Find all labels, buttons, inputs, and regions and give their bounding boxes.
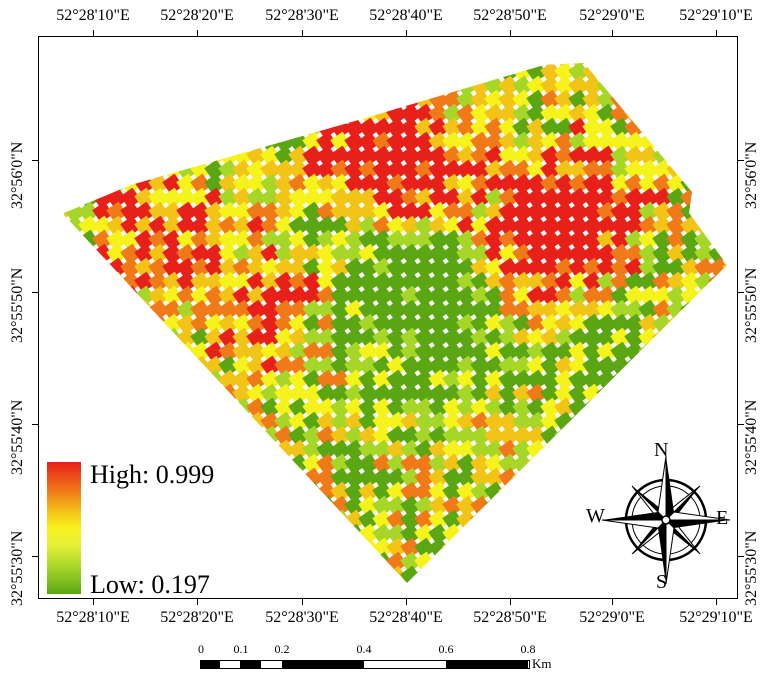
scale-label: 0.8 [520,642,536,656]
tick-mark [197,599,198,605]
tick-mark [406,599,407,605]
lat-label: 32°55'30"N [743,530,760,606]
raster-layer [64,63,727,583]
scale-label: 0 [198,642,204,656]
legend-high-label: High: 0.999 [90,460,215,489]
compass-rose-icon: N S E W [586,440,746,600]
lon-label: 52°28'40"E [369,7,443,24]
lon-label: 52°29'0"E [579,7,645,24]
tick-mark [738,556,744,557]
lat-label: 32°56'0"N [9,141,26,209]
tick-mark [406,30,407,36]
compass-north-label: N [654,439,669,461]
scale-unit: Km [532,656,552,671]
compass-east-label: E [716,507,729,529]
tick-mark [716,599,717,605]
lon-label: 52°28'40"E [369,609,443,626]
lat-label: 32°55'40"N [743,399,760,475]
tick-mark [32,424,38,425]
tick-mark [510,599,511,605]
tick-mark [32,160,38,161]
lon-label: 52°28'30"E [265,609,339,626]
scale-bar-graphic [200,660,530,669]
lon-label: 52°28'10"E [56,7,130,24]
lat-label: 32°55'50"N [9,267,26,343]
legend-low-label: Low: 0.197 [90,570,210,599]
tick-mark [302,30,303,36]
lon-label: 52°29'0"E [579,609,645,626]
scale-label: 0.2 [274,642,290,656]
lon-label: 52°29'10"E [679,609,753,626]
lat-label: 32°55'50"N [743,267,760,343]
scale-label: 0.6 [438,642,454,656]
tick-mark [197,30,198,36]
compass-west-label: W [586,505,605,527]
map-frame[interactable] [38,36,738,599]
compass-south-label: S [656,571,668,593]
tick-mark [738,292,744,293]
lon-label: 52°28'20"E [160,7,234,24]
tick-mark [738,424,744,425]
tick-mark [612,30,613,36]
tick-mark [510,30,511,36]
tick-mark [612,599,613,605]
lon-label: 52°28'50"E [473,609,547,626]
lon-label: 52°28'30"E [265,7,339,24]
lon-label: 52°28'20"E [160,609,234,626]
lat-label: 32°56'0"N [743,141,760,209]
legend-color-ramp [47,462,81,594]
lat-label: 32°55'40"N [9,399,26,475]
tick-mark [93,30,94,36]
tick-mark [32,292,38,293]
tick-mark [302,599,303,605]
scale-label: 0.1 [233,642,249,656]
lon-label: 52°28'50"E [473,7,547,24]
tick-mark [738,160,744,161]
lon-label: 52°28'10"E [56,609,130,626]
tick-mark [32,556,38,557]
scale-label: 0.4 [356,642,372,656]
compass-rose-graphic [601,455,731,585]
tick-mark [716,30,717,36]
lon-label: 52°29'10"E [679,7,753,24]
lat-label: 32°55'30"N [9,530,26,606]
tick-mark [93,599,94,605]
